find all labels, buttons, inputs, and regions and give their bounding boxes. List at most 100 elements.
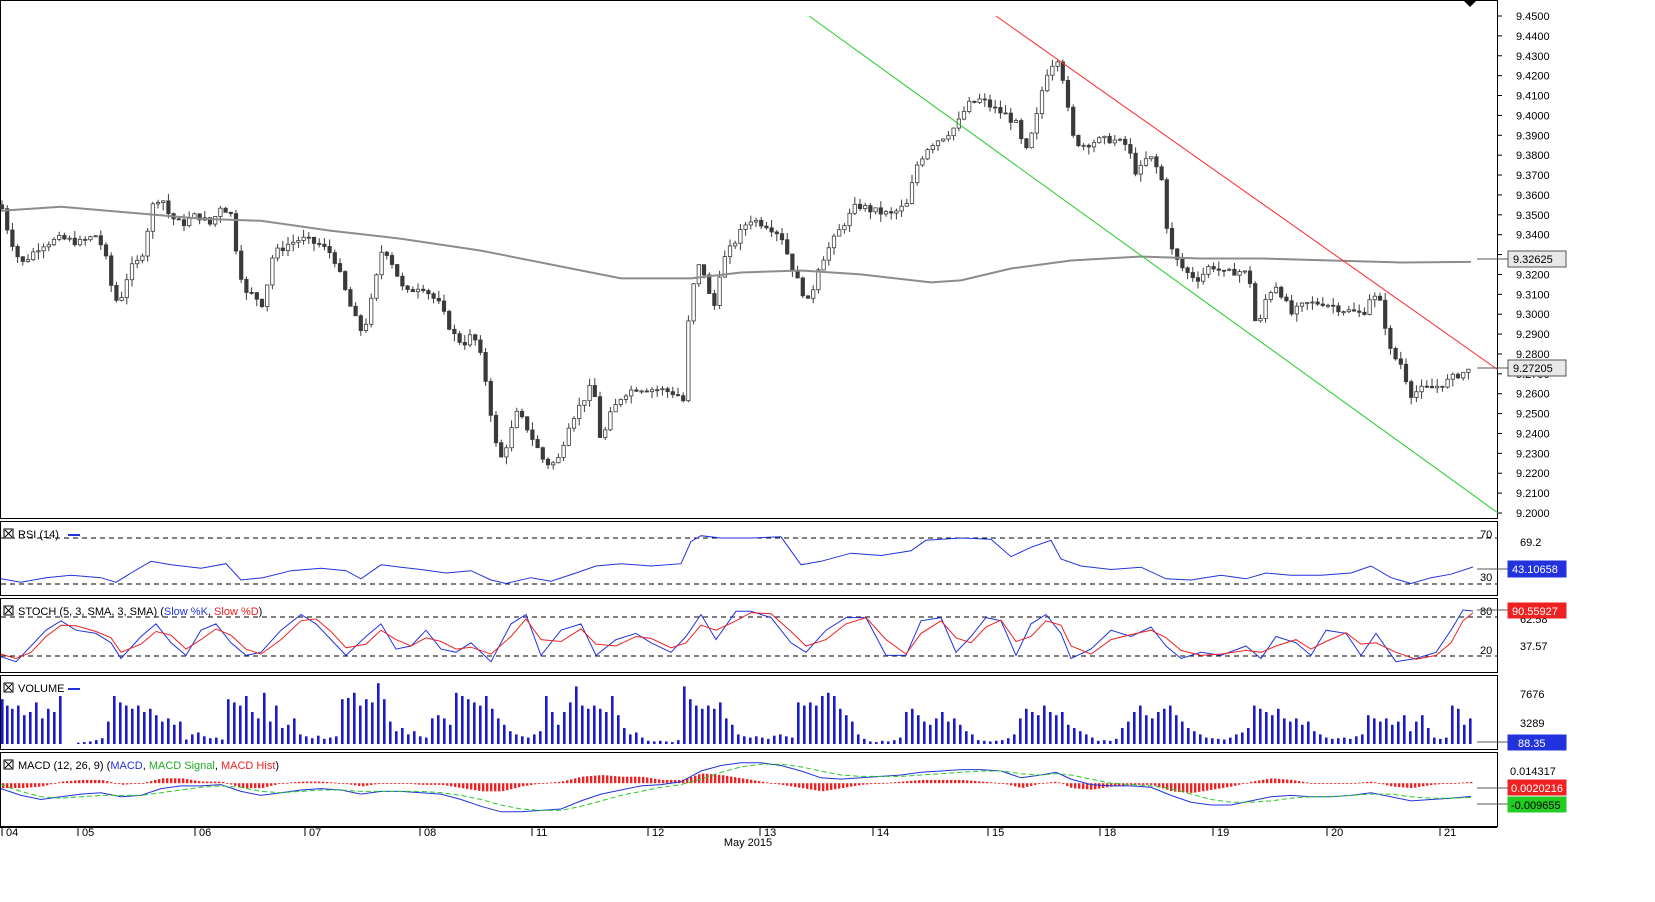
macd-histogram-bar: [930, 779, 933, 784]
macd-histogram-bar: [846, 783, 849, 788]
macd-histogram-bar: [778, 783, 781, 785]
macd-histogram-bar: [818, 783, 821, 791]
price-panel[interactable]: 9.4500 9.4400 9.4300 9.4200 9.4100 9.4000 9.39…: [0, 0, 1567, 521]
candle-bearish: [1336, 305, 1341, 313]
macd-histogram-bar: [350, 783, 353, 785]
macd-histogram-bar: [578, 777, 581, 784]
macd-histogram-bar: [750, 779, 753, 784]
macd-histogram-bar: [526, 783, 529, 786]
volume-bar: [1241, 732, 1244, 744]
volume-bar: [587, 708, 590, 744]
volume-bar: [245, 696, 248, 744]
volume-bar: [1409, 731, 1412, 744]
volume-scale-label-lower: 3289: [1520, 718, 1544, 730]
candle-bullish: [93, 235, 98, 238]
price-tick-label: 9.3500: [1516, 210, 1550, 222]
macd-histogram-bar: [642, 776, 645, 784]
macd-histogram-bar: [998, 782, 1001, 784]
macd-histogram-bar: [674, 779, 677, 784]
candle-bearish: [592, 385, 597, 398]
volume-bar: [1271, 715, 1274, 744]
price-tick-label: 9.3700: [1516, 170, 1550, 182]
volume-bar: [1379, 721, 1382, 744]
volume-bar: [425, 737, 428, 744]
volume-value-text: 88.35: [1518, 738, 1546, 750]
macd-histogram-bar: [282, 783, 285, 784]
candle-bullish: [1419, 385, 1424, 393]
candle-bullish: [140, 255, 145, 261]
macd-histogram-bar: [758, 781, 761, 784]
volume-bar: [215, 737, 218, 744]
price-tick-label: 9.2900: [1516, 329, 1550, 341]
macd-histogram-bar: [838, 783, 841, 789]
volume-bar: [437, 715, 440, 744]
rsi-value-text: 43.10658: [1512, 564, 1558, 576]
volume-bar: [1013, 734, 1016, 744]
trend-channel-lower-line[interactable]: [808, 15, 1499, 514]
chart-scroll-marker-icon[interactable]: [1464, 1, 1476, 7]
macd-histogram-bar: [266, 783, 269, 787]
volume-bar: [323, 738, 326, 744]
macd-histogram-bar: [418, 783, 421, 785]
macd-histogram-bar: [262, 783, 265, 788]
candle-bearish: [410, 289, 415, 293]
macd-histogram-bar: [518, 783, 521, 788]
candle-bearish: [473, 334, 478, 341]
macd-histogram-bar: [1282, 779, 1285, 784]
candle-bearish: [1284, 296, 1289, 302]
macd-histogram-bar: [154, 780, 157, 784]
trend-channel-upper-line[interactable]: [995, 15, 1499, 371]
macd-histogram-bar: [234, 783, 237, 786]
volume-bar: [863, 738, 866, 744]
candle-bearish: [441, 300, 447, 312]
macd-histogram-bar: [1046, 782, 1049, 784]
volume-bar: [1355, 736, 1358, 744]
macd-histogram-bar: [1110, 783, 1113, 787]
candle-bullish: [88, 236, 93, 241]
macd-histogram-bar: [970, 780, 973, 784]
volume-bar: [1109, 740, 1112, 744]
macd-histogram-bar: [850, 783, 853, 787]
candle-bullish: [748, 221, 753, 226]
volume-bar: [539, 731, 542, 744]
candle-bearish: [244, 278, 249, 293]
macd-histogram-bar: [366, 783, 369, 786]
stochastic-panel[interactable]: STOCH (5, 3, SMA, 3, SMA) (Slow %K, Slow…: [0, 598, 1567, 673]
volume-bar: [1073, 728, 1076, 744]
candle-bullish: [915, 164, 920, 184]
volume-title: VOLUME: [18, 683, 64, 695]
volume-bar: [341, 699, 344, 744]
candle-bearish: [795, 270, 800, 279]
time-axis-day-label: 15: [992, 827, 1004, 839]
macd-histogram-bar: [302, 781, 305, 784]
volume-bar: [299, 734, 302, 744]
macd-histogram-bar: [1410, 783, 1413, 789]
candle-bearish: [1331, 304, 1336, 307]
macd-histogram-bar: [414, 783, 417, 785]
candle-bearish: [1169, 227, 1175, 250]
macd-histogram-bar: [1382, 783, 1385, 785]
volume-panel[interactable]: VOLUME 7676 3289 88.35: [0, 675, 1567, 751]
candle-bullish: [119, 297, 124, 301]
macd-histogram-bar: [606, 775, 609, 784]
macd-panel[interactable]: MACD (12, 26, 9) (MACD, MACD Signal, MAC…: [0, 752, 1567, 827]
candle-bullish: [467, 334, 473, 346]
candle-bearish: [681, 395, 686, 402]
candle-bearish: [634, 389, 639, 392]
macd-histogram-bar: [558, 781, 561, 784]
macd-histogram-bar: [946, 779, 949, 784]
candle-bullish: [1117, 138, 1123, 141]
candle-bullish: [1143, 158, 1149, 166]
macd-histogram-bar: [834, 783, 837, 790]
macd-histogram-bar: [278, 783, 281, 784]
macd-histogram-bar: [1186, 783, 1189, 793]
candle-bullish: [717, 276, 722, 306]
macd-histogram-bar: [34, 783, 37, 788]
candle-bearish: [1279, 286, 1284, 298]
macd-histogram-bar: [346, 783, 349, 785]
rsi-panel[interactable]: RSI (14) 70 30 69.2 43.10658: [0, 521, 1567, 596]
volume-bar: [569, 702, 572, 744]
candle-bearish: [1289, 300, 1294, 315]
candle-bearish: [759, 219, 764, 227]
candle-bearish: [493, 414, 499, 444]
